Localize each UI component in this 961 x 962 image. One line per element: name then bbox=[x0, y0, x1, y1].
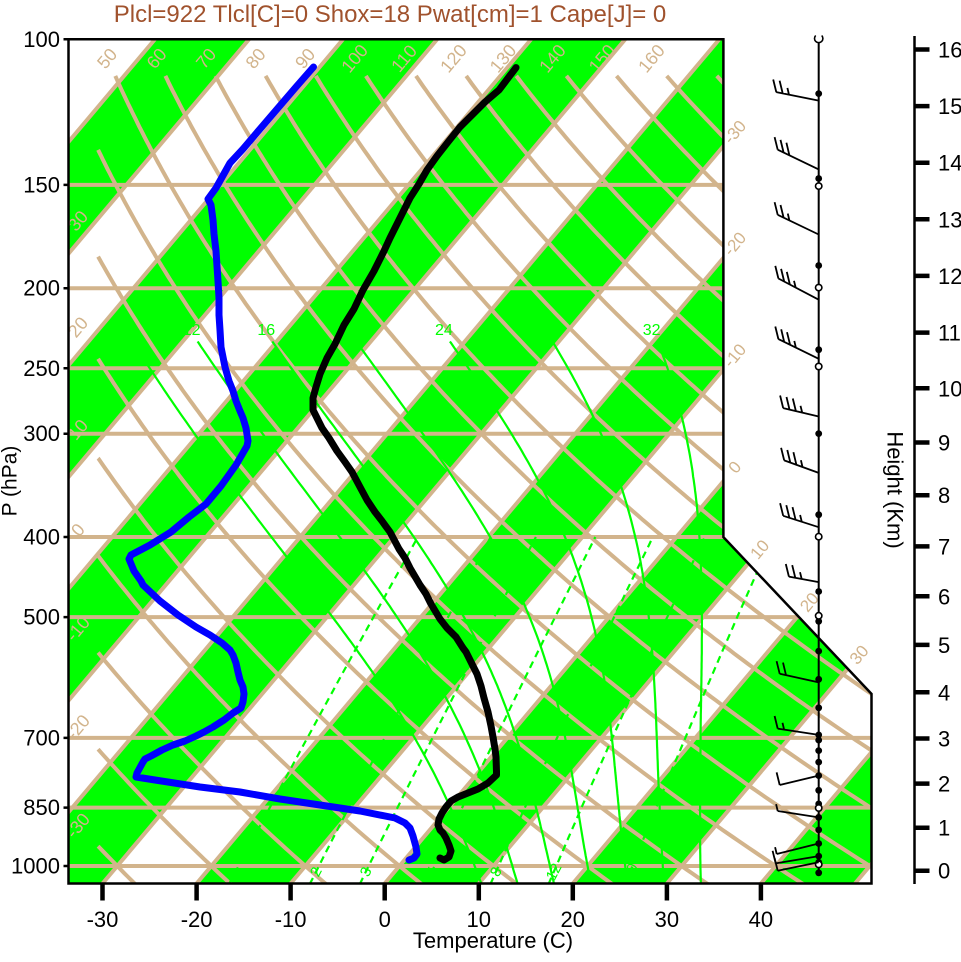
svg-text:16: 16 bbox=[257, 322, 275, 339]
svg-text:12: 12 bbox=[543, 861, 566, 884]
svg-text:13: 13 bbox=[938, 207, 961, 232]
svg-text:14: 14 bbox=[938, 151, 961, 176]
svg-text:12: 12 bbox=[938, 264, 961, 289]
svg-text:-30: -30 bbox=[87, 907, 119, 932]
svg-text:8: 8 bbox=[122, 322, 131, 339]
svg-text:11: 11 bbox=[938, 321, 961, 346]
svg-text:4: 4 bbox=[938, 680, 950, 705]
svg-text:30: 30 bbox=[655, 907, 679, 932]
svg-text:850: 850 bbox=[23, 795, 60, 820]
svg-text:16: 16 bbox=[938, 38, 961, 63]
svg-text:3: 3 bbox=[938, 727, 950, 752]
svg-text:1000: 1000 bbox=[11, 854, 60, 879]
svg-text:24: 24 bbox=[435, 322, 453, 339]
svg-text:7: 7 bbox=[938, 534, 950, 559]
svg-text:-10: -10 bbox=[275, 907, 307, 932]
svg-text:150: 150 bbox=[23, 172, 60, 197]
svg-text:-20: -20 bbox=[181, 907, 213, 932]
svg-text:2: 2 bbox=[938, 772, 950, 797]
svg-text:0: 0 bbox=[938, 859, 950, 884]
svg-text:400: 400 bbox=[23, 525, 60, 550]
svg-text:12: 12 bbox=[183, 322, 201, 339]
svg-text:Height (Km): Height (Km) bbox=[883, 431, 908, 548]
svg-text:200: 200 bbox=[23, 276, 60, 301]
svg-text:28: 28 bbox=[538, 322, 556, 339]
svg-text:10: 10 bbox=[467, 907, 491, 932]
svg-text:20: 20 bbox=[561, 907, 585, 932]
svg-text:8: 8 bbox=[938, 483, 950, 508]
svg-text:300: 300 bbox=[23, 421, 60, 446]
svg-text:9: 9 bbox=[938, 431, 950, 456]
svg-text:1: 1 bbox=[938, 816, 950, 841]
svg-text:250: 250 bbox=[23, 356, 60, 381]
svg-text:5: 5 bbox=[938, 633, 950, 658]
svg-text:15: 15 bbox=[938, 94, 961, 119]
svg-text:500: 500 bbox=[23, 605, 60, 630]
svg-text:Temperature (C): Temperature (C) bbox=[413, 928, 573, 953]
svg-text:20: 20 bbox=[619, 861, 642, 884]
svg-text:6: 6 bbox=[938, 584, 950, 609]
svg-text:700: 700 bbox=[23, 725, 60, 750]
svg-text:100: 100 bbox=[23, 27, 60, 52]
svg-text:P (hPa): P (hPa) bbox=[0, 446, 22, 517]
svg-text:Plcl=922 Tlcl[C]=0 Shox=18 Pwa: Plcl=922 Tlcl[C]=0 Shox=18 Pwat[cm]=1 Ca… bbox=[114, 1, 667, 28]
svg-text:10: 10 bbox=[938, 376, 961, 401]
svg-text:0: 0 bbox=[379, 907, 391, 932]
svg-text:32: 32 bbox=[643, 322, 661, 339]
svg-text:40: 40 bbox=[749, 907, 773, 932]
